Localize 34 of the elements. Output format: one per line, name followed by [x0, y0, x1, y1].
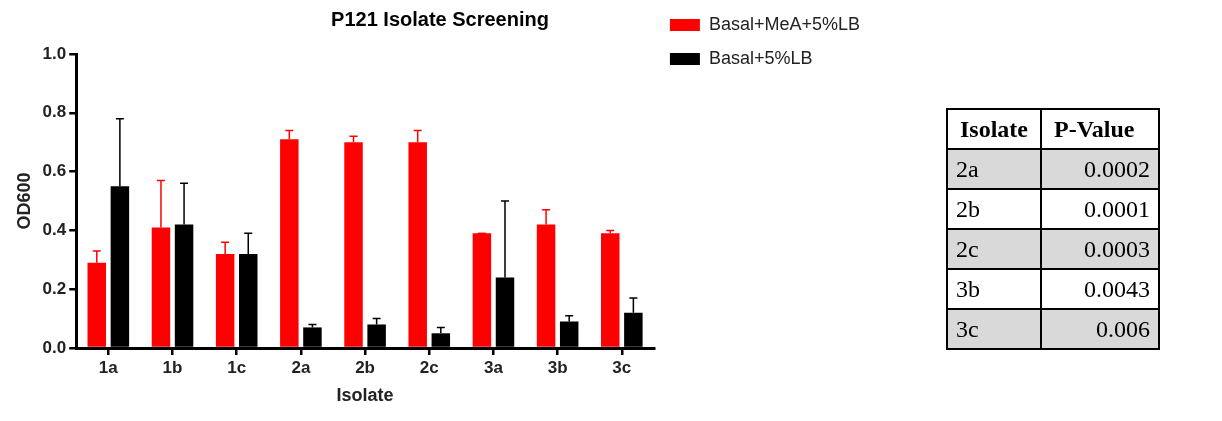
x-tick-label: 3a [483, 357, 504, 377]
x-tick-label: 3b [547, 357, 568, 377]
y-tick-label: 0.4 [42, 220, 67, 240]
x-tick-label: 3c [612, 357, 632, 377]
x-tick-label: 2b [355, 357, 375, 377]
category-label: 2c [947, 229, 1041, 269]
x-axis-title: Isolate [336, 385, 394, 406]
data-label: 0.0003 [1041, 229, 1159, 269]
x-tick-label: 1a [98, 357, 119, 377]
data-label: 0.0001 [1041, 189, 1159, 229]
legend-label: Basal+5%LB [708, 47, 813, 68]
category-label: 2b [947, 189, 1041, 229]
y-tick-label: 0.8 [42, 102, 67, 122]
y-axis-title: OD600 [13, 172, 34, 230]
chart-title: P121 Isolate Screening [331, 7, 549, 30]
x-tick-label: 1b [162, 357, 183, 377]
data-label: 0.006 [1041, 309, 1159, 349]
bar [601, 233, 620, 347]
text: P-Value [1041, 109, 1159, 149]
legend-label: Basal+MeA+5%LB [708, 13, 860, 34]
text: Isolate [947, 109, 1041, 149]
y-tick-label: 0.0 [42, 337, 67, 357]
category-label: 2a [947, 149, 1041, 189]
category-label: 3c [947, 309, 1041, 349]
data-label: 0.0002 [1041, 149, 1159, 189]
x-tick-label: 2c [419, 357, 439, 377]
bar [472, 233, 492, 347]
y-tick-label: 0.2 [42, 278, 67, 298]
x-tick-label: 1c [227, 357, 247, 377]
category-label: 3b [947, 269, 1041, 309]
x-tick-label: 2a [291, 357, 311, 377]
data-label: 0.0043 [1041, 269, 1159, 309]
y-tick-label: 0.6 [42, 161, 67, 181]
y-tick-label: 1.0 [42, 43, 67, 63]
